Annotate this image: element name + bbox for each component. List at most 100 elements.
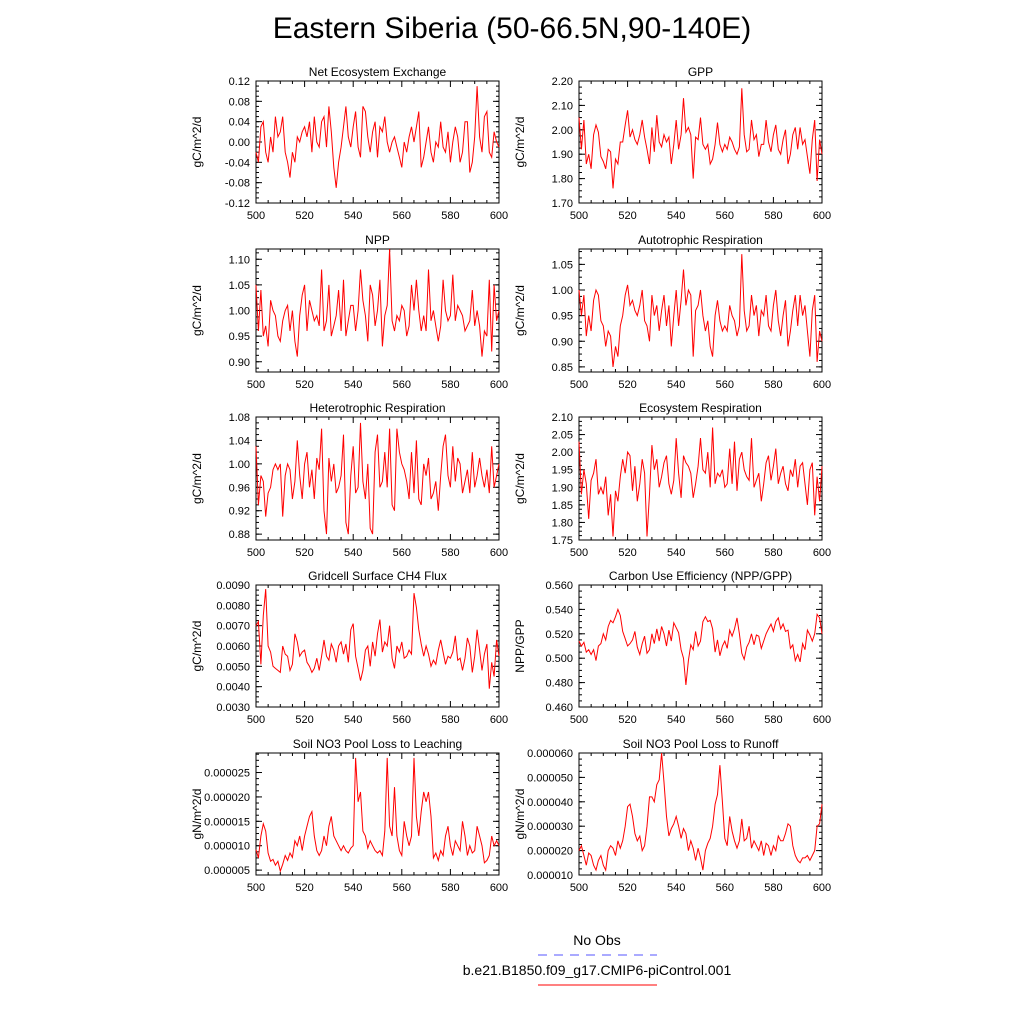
x-tick-label: 500 [247,547,265,559]
chart-title: NPP [365,233,390,247]
y-tick-label: 0.95 [552,311,573,323]
page-title: Eastern Siberia (50-66.5N,90-140E) [272,12,752,45]
y-tick-label: 1.08 [229,412,250,424]
y-tick-label: -0.04 [225,157,250,169]
y-tick-label: 0.0040 [216,682,250,694]
chart-panel-5: Heterotrophic Respiration gC/m^2/d 500 520 5… [190,401,508,559]
x-tick-label: 600 [813,210,831,222]
x-tick-label: 560 [716,714,734,726]
y-tick-label: 0.12 [229,76,250,88]
y-axis-label: NPP/GPP [513,619,527,672]
series-line [255,248,500,357]
y-tick-label: 1.85 [552,500,573,512]
y-tick-label: 0.0060 [216,641,250,653]
x-tick-label: 540 [667,379,685,391]
x-tick-label: 520 [295,882,313,894]
y-tick-label: 1.00 [552,285,573,297]
y-tick-label: 2.10 [552,412,573,424]
x-tick-label: 580 [764,547,782,559]
y-tick-label: 0.000020 [527,846,573,858]
series-line [255,757,500,873]
y-tick-label: 0.0070 [216,621,250,633]
y-tick-label: 0.000050 [527,772,573,784]
y-tick-label: 0.0080 [216,600,250,612]
y-tick-label: 2.10 [552,100,573,112]
x-tick-label: 500 [247,210,265,222]
chart-title: GPP [688,65,713,79]
plot-frame [578,80,823,204]
series-line [255,86,500,188]
x-tick-label: 560 [393,379,411,391]
legend-label-no-obs: No Obs [573,932,621,948]
chart-title: Soil NO3 Pool Loss to Runoff [623,737,780,751]
x-tick-label: 520 [618,882,636,894]
x-tick-label: 540 [344,379,362,391]
x-tick-label: 560 [716,547,734,559]
y-tick-label: 0.04 [229,117,250,129]
x-tick-label: 600 [490,882,508,894]
y-axis-label: gC/m^2/d [190,621,204,672]
chart-panel-6: Ecosystem Respiration gC/m^2/d 500 520 540 56… [513,401,831,559]
legend-label-model: b.e21.B1850.f09_g17.CMIP6-piControl.001 [462,962,732,978]
y-tick-label: 0.460 [545,702,573,714]
series-line [578,88,823,189]
y-tick-label: 0.0030 [216,702,250,714]
x-tick-label: 580 [764,379,782,391]
x-tick-label: 580 [441,714,459,726]
y-tick-label: 2.00 [552,125,573,137]
plot-frame [578,584,823,708]
chart-panel-3: NPP gC/m^2/d 500 520 540 560 580 600 0.90 0.95 1.0… [190,233,508,391]
x-tick-label: 560 [716,210,734,222]
x-tick-label: 580 [764,714,782,726]
plot-frame [578,248,823,373]
x-tick-label: 580 [764,210,782,222]
x-tick-label: 600 [813,379,831,391]
x-tick-label: 520 [295,379,313,391]
x-tick-label: 600 [813,882,831,894]
series-line [255,589,500,689]
y-tick-label: 0.000030 [527,821,573,833]
y-tick-label: 0.00 [229,137,250,149]
x-tick-label: 580 [441,210,459,222]
chart-panel-1: Net Ecosystem Exchange gC/m^2/d 500 520 540 5… [190,65,508,222]
x-tick-label: 560 [393,210,411,222]
x-tick-label: 500 [247,882,265,894]
y-tick-label: 1.70 [552,198,573,210]
plot-frame [255,584,500,708]
series-line [578,427,823,537]
x-tick-label: 540 [344,547,362,559]
y-tick-label: 0.000060 [527,748,573,760]
series-line [578,752,823,872]
chart-panel-8: Carbon Use Efficiency (NPP/GPP) NPP/GPP 50… [513,569,831,726]
y-axis-label: gC/m^2/d [190,285,204,336]
chart-title: Autotrophic Respiration [638,233,763,247]
y-axis-label: gC/m^2/d [513,285,527,336]
x-tick-label: 520 [618,714,636,726]
plot-frame [255,80,500,204]
x-tick-label: 540 [344,210,362,222]
x-tick-label: 520 [618,210,636,222]
x-tick-label: 540 [667,547,685,559]
y-tick-label: 0.000005 [204,865,250,877]
y-tick-label: 0.500 [545,653,573,665]
x-tick-label: 540 [667,882,685,894]
chart-panel-7: Gridcell Surface CH4 Flux gC/m^2/d 500 520 5… [190,569,508,726]
x-tick-label: 500 [570,714,588,726]
y-tick-label: 0.92 [229,506,250,518]
x-tick-label: 500 [570,379,588,391]
y-tick-label: -0.08 [225,178,250,190]
x-tick-label: 540 [667,714,685,726]
y-tick-label: 1.10 [229,254,250,266]
x-tick-label: 600 [490,379,508,391]
series-line [255,422,500,535]
chart-title: Net Ecosystem Exchange [309,65,447,79]
x-tick-label: 580 [764,882,782,894]
x-tick-label: 600 [490,547,508,559]
y-tick-label: 2.20 [552,76,573,88]
y-axis-label: gC/m^2/d [190,453,204,504]
y-tick-label: 1.80 [552,517,573,529]
y-tick-label: 0.000020 [204,792,250,804]
y-axis-label: gN/m^2/d [190,789,204,840]
